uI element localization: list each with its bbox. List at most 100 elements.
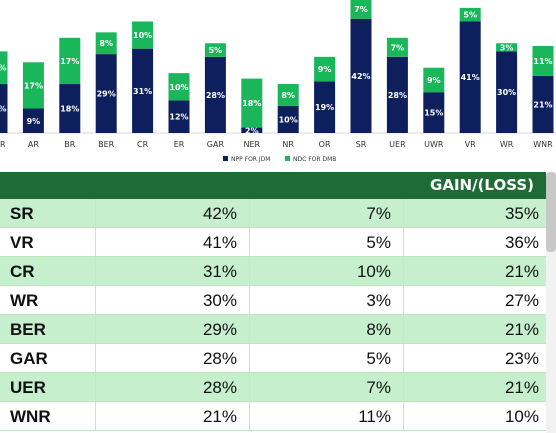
tick-label-vr: VR bbox=[465, 140, 476, 149]
tick-label-br: BR bbox=[64, 140, 75, 149]
bar-ahr-npp bbox=[0, 84, 8, 133]
data-label-cr-ndc: 10% bbox=[133, 31, 152, 40]
ndc-value-cell: 7% bbox=[249, 373, 399, 402]
npp-value-cell: 21% bbox=[95, 402, 245, 431]
ndc-value-cell: 8% bbox=[249, 315, 399, 344]
data-label-uwr-npp: 15% bbox=[424, 109, 443, 118]
npp-value-cell: 41% bbox=[95, 228, 245, 257]
stacked-bar-chart: 18% 12% AHR 9% 17% AR 18% 17% BR 29% 8% BER 31% 10% CR… bbox=[0, 0, 556, 172]
data-label-ber-npp: 29% bbox=[97, 90, 116, 99]
legend-label-npp: NPP FOR JDM bbox=[231, 156, 270, 163]
bar-cr-npp bbox=[132, 48, 154, 133]
data-label-cr-npp: 31% bbox=[133, 87, 152, 96]
tick-label-cr: CR bbox=[137, 140, 149, 149]
tick-label-gar: GAR bbox=[207, 140, 225, 149]
data-label-ber-ndc: 8% bbox=[99, 39, 113, 48]
data-label-wnr-ndc: 11% bbox=[533, 57, 552, 66]
table-row: VR 41% 5% 36% bbox=[0, 228, 546, 257]
table-row: WNR 21% 11% 10% bbox=[0, 402, 546, 431]
tick-label-or: OR bbox=[319, 140, 331, 149]
data-label-wr-npp: 30% bbox=[497, 88, 516, 97]
tick-label-sr: SR bbox=[356, 140, 367, 149]
region-cell: UER bbox=[10, 378, 46, 397]
data-label-wnr-npp: 21% bbox=[533, 100, 552, 109]
tick-label-ber: BER bbox=[98, 140, 115, 149]
scrollbar-thumb[interactable] bbox=[546, 172, 556, 252]
legend-swatch-ndc bbox=[285, 156, 290, 161]
npp-value-cell: 28% bbox=[95, 344, 245, 373]
data-label-gar-npp: 28% bbox=[206, 91, 225, 100]
region-cell: WNR bbox=[10, 407, 51, 426]
bar-cr-ndc bbox=[132, 21, 154, 49]
gain-value-cell: 23% bbox=[403, 344, 543, 373]
ndc-value-cell: 7% bbox=[249, 199, 399, 228]
bar-ahr-ndc bbox=[0, 51, 8, 85]
table-header: GAIN/(LOSS) bbox=[0, 172, 546, 199]
region-cell: WR bbox=[10, 291, 39, 310]
table-row: SR 42% 7% 35% bbox=[0, 199, 546, 228]
npp-value-cell: 30% bbox=[95, 286, 245, 315]
ndc-value-cell: 5% bbox=[249, 228, 399, 257]
results-table: GAIN/(LOSS) SR 42% 7% 35% VR 41% 5% 36% CR 31% 10%… bbox=[0, 172, 556, 433]
data-label-ahr-ndc: 12% bbox=[0, 64, 7, 73]
gain-value-cell: 21% bbox=[403, 373, 543, 402]
bar-gar-ndc bbox=[204, 43, 226, 57]
bar-sr-npp bbox=[350, 18, 372, 133]
npp-value-cell: 42% bbox=[95, 199, 245, 228]
data-label-ar-npp: 9% bbox=[27, 117, 41, 126]
tick-label-wr: WR bbox=[500, 140, 514, 149]
tick-label-ar: AR bbox=[28, 140, 39, 149]
bar-er-npp bbox=[168, 100, 190, 133]
ndc-value-cell: 3% bbox=[249, 286, 399, 315]
gain-loss-header: GAIN/(LOSS) bbox=[430, 176, 534, 194]
data-label-ner-npp: 2% bbox=[245, 126, 259, 135]
bar-ner-npp bbox=[241, 127, 263, 133]
bar-ber-npp bbox=[95, 54, 117, 134]
gain-value-cell: 27% bbox=[403, 286, 543, 315]
data-label-sr-npp: 42% bbox=[351, 72, 370, 81]
data-label-ar-ndc: 17% bbox=[24, 81, 43, 90]
gain-value-cell: 21% bbox=[403, 257, 543, 286]
bar-wr-ndc bbox=[496, 43, 518, 52]
gain-value-cell: 36% bbox=[403, 228, 543, 257]
tick-label-nr: NR bbox=[282, 140, 294, 149]
npp-value-cell: 28% bbox=[95, 373, 245, 402]
gain-value-cell: 35% bbox=[403, 199, 543, 228]
legend-label-ndc: NDC FOR DMB bbox=[293, 156, 336, 163]
bar-wnr-npp bbox=[532, 75, 554, 133]
bar-wnr-ndc bbox=[532, 45, 554, 76]
table-row: BER 29% 8% 21% bbox=[0, 315, 546, 344]
bar-er-ndc bbox=[168, 73, 190, 101]
bar-uwr-ndc bbox=[423, 67, 445, 93]
data-label-wr-ndc: 3% bbox=[500, 43, 514, 52]
bar-ar-npp bbox=[22, 108, 44, 133]
data-label-vr-npp: 41% bbox=[461, 73, 480, 82]
chart-svg: 18% 12% AHR 9% 17% AR 18% 17% BR 29% 8% BER 31% 10% CR… bbox=[0, 0, 556, 163]
region-cell: BER bbox=[10, 320, 46, 339]
bar-or-ndc bbox=[314, 56, 336, 82]
bar-or-npp bbox=[314, 81, 336, 133]
bar-br-npp bbox=[59, 84, 81, 133]
tick-label-er: ER bbox=[174, 140, 185, 149]
data-label-ahr-npp: 18% bbox=[0, 105, 7, 114]
bar-vr-npp bbox=[459, 21, 481, 134]
data-label-nr-ndc: 8% bbox=[281, 91, 295, 100]
data-label-er-ndc: 10% bbox=[169, 83, 188, 92]
gain-value-cell: 21% bbox=[403, 315, 543, 344]
tick-label-ner: NER bbox=[243, 140, 260, 149]
scrollbar-track[interactable] bbox=[546, 172, 556, 433]
bar-sr-ndc bbox=[350, 0, 372, 19]
tick-label-wnr: WNR bbox=[533, 140, 553, 149]
bar-ar-ndc bbox=[22, 62, 44, 109]
data-label-ner-ndc: 18% bbox=[242, 99, 261, 108]
region-cell: SR bbox=[10, 204, 34, 223]
data-label-uer-ndc: 7% bbox=[391, 43, 405, 52]
npp-value-cell: 31% bbox=[95, 257, 245, 286]
bar-br-ndc bbox=[59, 37, 81, 85]
region-cell: VR bbox=[10, 233, 34, 252]
gain-value-cell: 10% bbox=[403, 402, 543, 431]
data-label-gar-ndc: 5% bbox=[209, 46, 223, 55]
bar-vr-ndc bbox=[459, 7, 481, 22]
ndc-value-cell: 5% bbox=[249, 344, 399, 373]
data-label-br-npp: 18% bbox=[60, 105, 79, 114]
